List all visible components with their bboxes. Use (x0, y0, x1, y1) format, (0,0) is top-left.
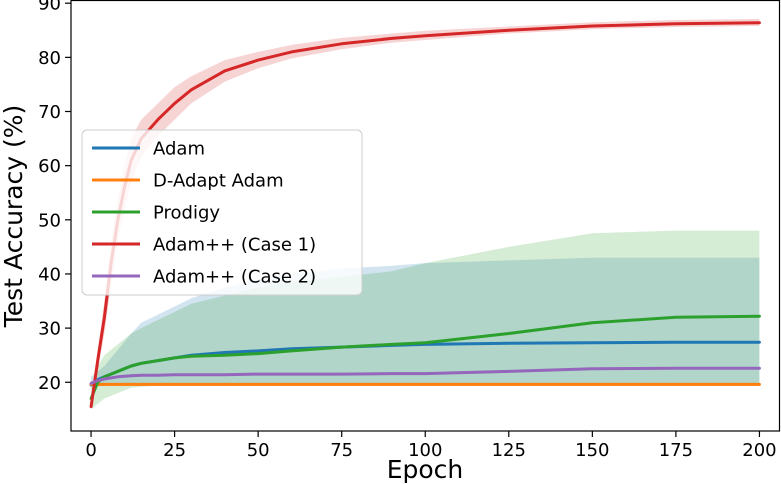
y-tick-label: 60 (38, 156, 61, 177)
x-tick-label: 125 (492, 440, 526, 461)
y-tick-label: 30 (38, 319, 61, 340)
y-tick-label: 90 (38, 0, 61, 15)
y-axis-title: Test Accuracy (%) (0, 105, 28, 329)
legend-label-adam: Adam (153, 139, 205, 160)
legend-label-prodigy: Prodigy (153, 203, 220, 224)
x-axis-title: Epoch (387, 455, 464, 484)
legend-box (81, 129, 363, 296)
x-axis: 0 25 50 75 100 125 150 175 200 (85, 431, 777, 461)
series-line-prodigy (89, 314, 761, 400)
x-tick-label: 200 (742, 440, 776, 461)
x-tick-label: 0 (85, 440, 96, 461)
x-tick-label: 25 (163, 440, 186, 461)
legend-label-adam-case-1: Adam++ (Case 1) (153, 235, 316, 256)
y-axis: 20 30 40 50 60 70 80 90 (38, 0, 71, 394)
series-line-adam-case-2 (89, 366, 761, 385)
legend-label-adam-case-2: Adam++ (Case 2) (153, 267, 316, 288)
x-tick-label: 100 (408, 440, 442, 461)
x-tick-label: 50 (247, 440, 270, 461)
x-tick-label: 150 (575, 440, 609, 461)
y-tick-label: 80 (38, 48, 61, 69)
legend: Adam D-Adapt Adam Prodigy Adam++ (Case 1) Ad… (81, 129, 363, 296)
x-tick-label: 175 (659, 440, 693, 461)
y-tick-label: 50 (38, 210, 61, 231)
y-tick-label: 70 (38, 102, 61, 123)
y-tick-label: 40 (38, 264, 61, 285)
y-tick-label: 20 (38, 373, 61, 394)
x-tick-label: 75 (330, 440, 353, 461)
legend-label-d-adapt-adam: D-Adapt Adam (153, 171, 284, 192)
band-prodigy (91, 230, 760, 410)
